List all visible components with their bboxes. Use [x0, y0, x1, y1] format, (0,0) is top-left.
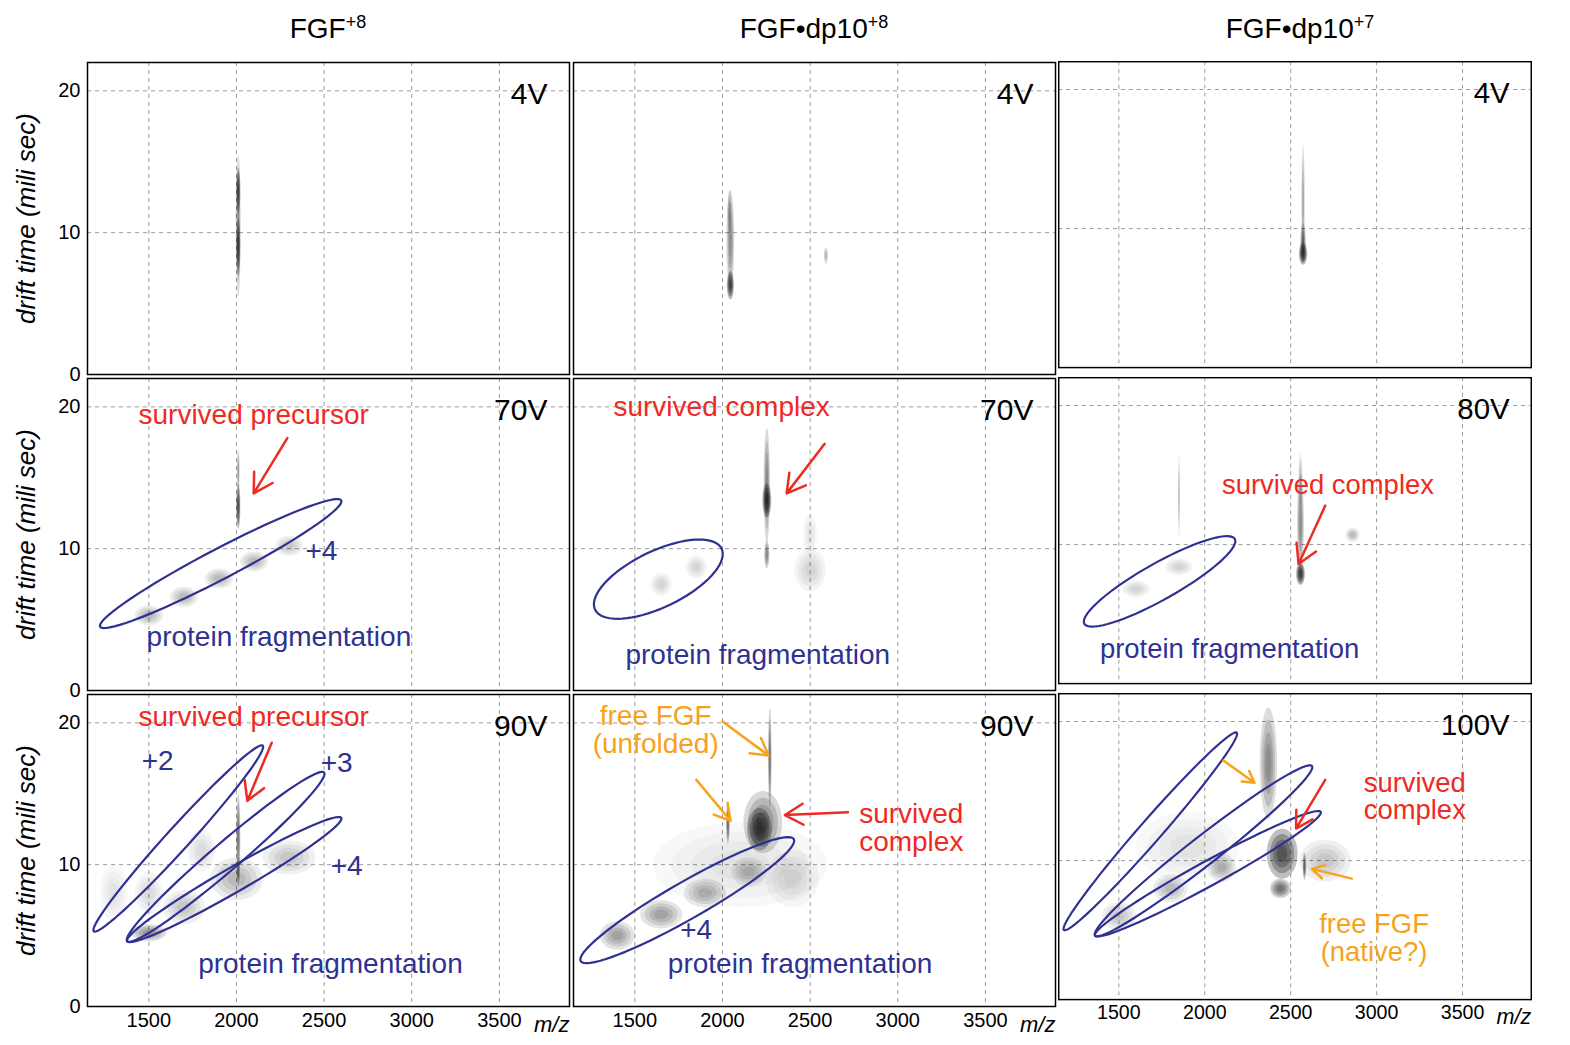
svg-text:m/z: m/z [534, 1012, 569, 1037]
svg-text:10: 10 [58, 853, 80, 875]
svg-text:protein fragmentation: protein fragmentation [198, 948, 463, 979]
svg-text:1500: 1500 [1097, 1001, 1141, 1023]
svg-text:2500: 2500 [1269, 1001, 1313, 1023]
svg-text:protein fragmentation: protein fragmentation [1100, 633, 1359, 664]
svg-text:80V: 80V [1457, 391, 1510, 424]
svg-text:0: 0 [69, 363, 80, 385]
svg-text:protein fragmentation: protein fragmentation [625, 639, 890, 670]
svg-text:4V: 4V [1474, 75, 1510, 108]
svg-text:1500: 1500 [127, 1009, 172, 1031]
svg-text:1500: 1500 [613, 1009, 658, 1031]
svg-text:2000: 2000 [1183, 1001, 1227, 1023]
svg-text:0: 0 [69, 995, 80, 1017]
svg-text:+4: +4 [680, 914, 712, 945]
html-text:FGF•dp10+7: FGF•dp10+7 [1225, 12, 1375, 45]
svg-text:+4: +4 [306, 535, 338, 566]
html-text:drift time (mili sec): drift time (mili sec) [10, 429, 41, 640]
svg-text:20: 20 [58, 395, 80, 417]
svg-text:2000: 2000 [214, 1009, 259, 1031]
svg-text:free FGF(native?): free FGF(native?) [1319, 908, 1429, 966]
svg-text:90V: 90V [494, 709, 547, 742]
svg-text:4V: 4V [511, 77, 548, 110]
svg-text:4V: 4V [997, 77, 1034, 110]
html-text:FGF+8: FGF+8 [289, 12, 367, 45]
svg-text:m/z: m/z [1020, 1012, 1055, 1037]
svg-text:protein fragmentation: protein fragmentation [668, 948, 933, 979]
svg-text:survived complex: survived complex [1222, 469, 1434, 500]
svg-text:3500: 3500 [1441, 1001, 1485, 1023]
svg-text:+3: +3 [321, 747, 353, 778]
svg-text:free FGF(unfolded): free FGF(unfolded) [593, 700, 719, 759]
svg-text:survived precursor: survived precursor [139, 701, 369, 732]
svg-text:70V: 70V [980, 393, 1033, 426]
svg-text:2500: 2500 [302, 1009, 347, 1031]
svg-text:2000: 2000 [700, 1009, 745, 1031]
svg-text:+2: +2 [142, 745, 174, 776]
svg-text:survived complex: survived complex [613, 391, 829, 422]
svg-text:3000: 3000 [876, 1009, 921, 1031]
svg-text:m/z: m/z [1497, 1004, 1532, 1029]
svg-text:survivedcomplex: survivedcomplex [859, 798, 963, 857]
svg-text:20: 20 [58, 79, 80, 101]
svg-text:0: 0 [69, 679, 80, 701]
svg-text:3500: 3500 [963, 1009, 1008, 1031]
svg-text:20: 20 [58, 711, 80, 733]
svg-text:100V: 100V [1441, 707, 1510, 740]
svg-text:70V: 70V [494, 393, 547, 426]
svg-text:survived precursor: survived precursor [139, 399, 369, 430]
svg-text:3500: 3500 [477, 1009, 521, 1031]
svg-text:3000: 3000 [1355, 1001, 1399, 1023]
svg-text:survivedcomplex: survivedcomplex [1364, 767, 1466, 825]
svg-text:10: 10 [58, 537, 80, 559]
svg-text:10: 10 [58, 221, 80, 243]
svg-text:protein fragmentation: protein fragmentation [147, 621, 412, 652]
html-text:drift time (mili sec): drift time (mili sec) [10, 113, 41, 324]
svg-text:+4: +4 [331, 850, 363, 881]
html-text:FGF•dp10+8: FGF•dp10+8 [739, 12, 889, 45]
svg-text:2500: 2500 [788, 1009, 833, 1031]
html-text:drift time (mili sec): drift time (mili sec) [10, 745, 41, 956]
svg-text:3000: 3000 [390, 1009, 435, 1031]
svg-text:90V: 90V [980, 709, 1033, 742]
